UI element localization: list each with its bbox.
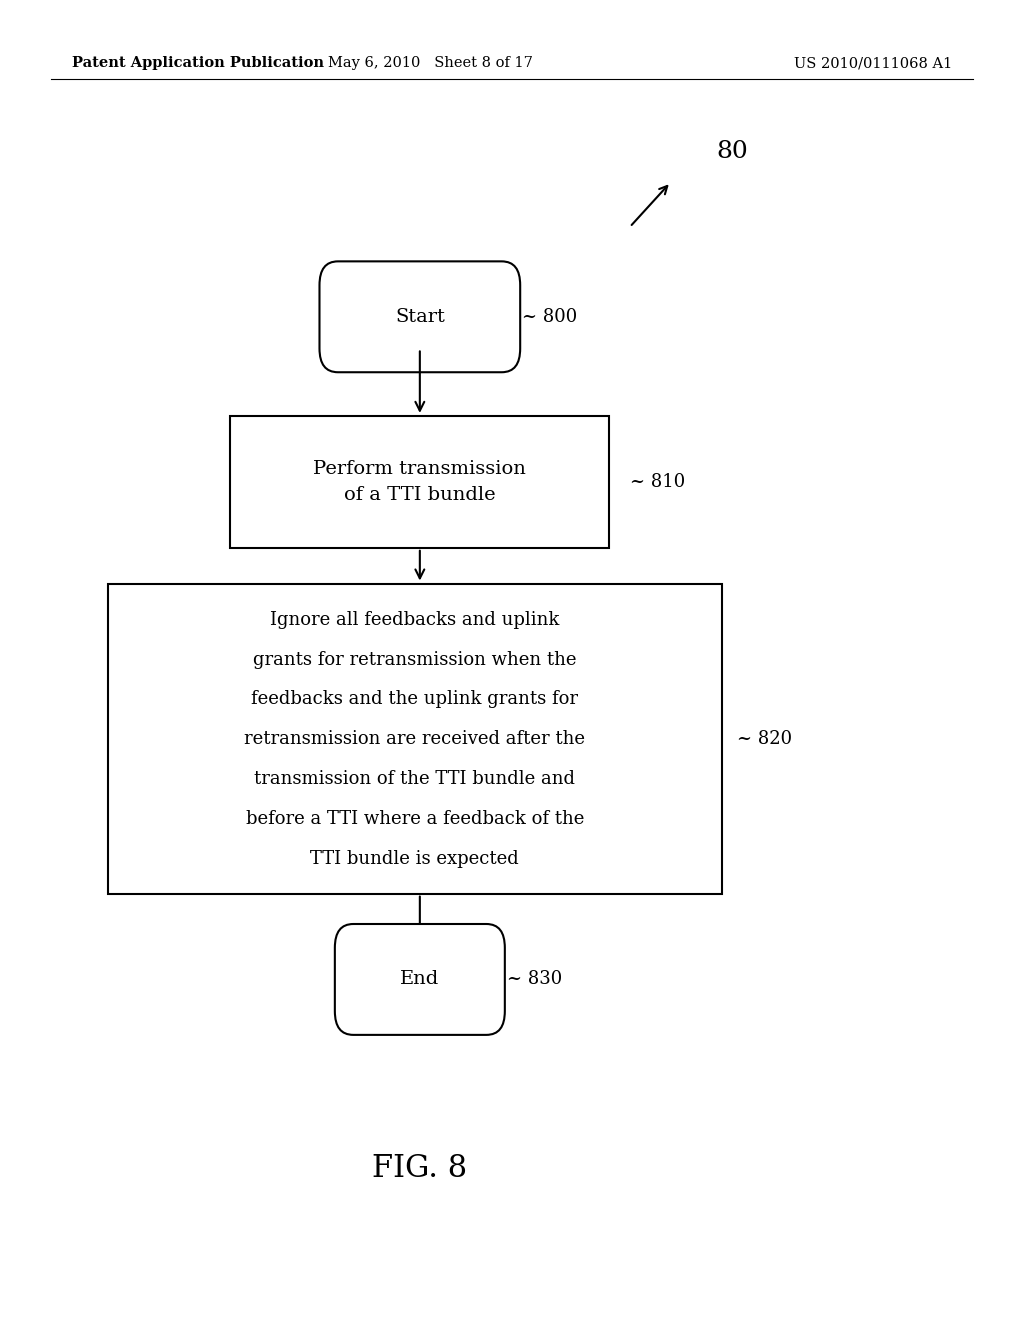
Bar bbox=[108, 583, 722, 895]
Text: ~ 800: ~ 800 bbox=[522, 308, 578, 326]
Text: TTI bundle is expected: TTI bundle is expected bbox=[310, 850, 519, 867]
Text: FIG. 8: FIG. 8 bbox=[373, 1152, 467, 1184]
Text: ~ 830: ~ 830 bbox=[507, 970, 562, 989]
Text: transmission of the TTI bundle and: transmission of the TTI bundle and bbox=[254, 770, 575, 788]
Text: ~ 820: ~ 820 bbox=[737, 730, 793, 748]
Text: ~ 810: ~ 810 bbox=[630, 473, 685, 491]
Text: May 6, 2010   Sheet 8 of 17: May 6, 2010 Sheet 8 of 17 bbox=[328, 57, 532, 70]
Text: End: End bbox=[400, 970, 439, 989]
Bar bbox=[230, 416, 609, 548]
Text: 80: 80 bbox=[717, 140, 749, 164]
Text: Ignore all feedbacks and uplink: Ignore all feedbacks and uplink bbox=[270, 611, 559, 628]
Text: feedbacks and the uplink grants for: feedbacks and the uplink grants for bbox=[251, 690, 579, 709]
FancyBboxPatch shape bbox=[335, 924, 505, 1035]
Text: grants for retransmission when the: grants for retransmission when the bbox=[253, 651, 577, 669]
Text: Start: Start bbox=[395, 308, 444, 326]
Text: Perform transmission
of a TTI bundle: Perform transmission of a TTI bundle bbox=[313, 459, 526, 504]
Text: Patent Application Publication: Patent Application Publication bbox=[72, 57, 324, 70]
Text: before a TTI where a feedback of the: before a TTI where a feedback of the bbox=[246, 809, 584, 828]
Text: retransmission are received after the: retransmission are received after the bbox=[244, 730, 586, 748]
Text: US 2010/0111068 A1: US 2010/0111068 A1 bbox=[794, 57, 952, 70]
FancyBboxPatch shape bbox=[319, 261, 520, 372]
